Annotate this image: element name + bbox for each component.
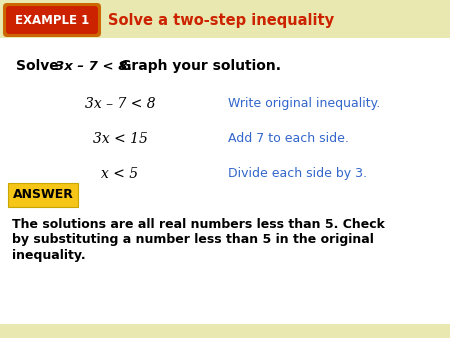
Text: 3x – 7 < 8: 3x – 7 < 8 [85, 97, 155, 111]
Text: by substituting a number less than 5 in the original: by substituting a number less than 5 in … [12, 234, 374, 246]
Text: Add 7 to each side.: Add 7 to each side. [228, 132, 349, 145]
Text: Solve: Solve [16, 59, 59, 73]
Text: 3x < 15: 3x < 15 [93, 132, 148, 146]
Bar [0, 0, 450, 38]
Text: EXAMPLE 1: EXAMPLE 1 [15, 14, 89, 26]
Bar [0, 38, 450, 324]
Text: Solve a two-step inequality: Solve a two-step inequality [108, 13, 334, 27]
Text: Divide each side by 3.: Divide each side by 3. [228, 168, 367, 180]
Text: Graph your solution.: Graph your solution. [120, 59, 281, 73]
Bar [0, 324, 450, 338]
FancyBboxPatch shape [6, 6, 98, 34]
Text: The solutions are all real numbers less than 5. Check: The solutions are all real numbers less … [12, 217, 385, 231]
Text: x < 5: x < 5 [101, 167, 139, 181]
Text: inequality.: inequality. [12, 249, 86, 263]
Text: ANSWER: ANSWER [13, 189, 73, 201]
FancyBboxPatch shape [8, 183, 78, 207]
Text: 3x – 7 < 8.: 3x – 7 < 8. [55, 59, 132, 72]
Text: Write original inequality.: Write original inequality. [228, 97, 380, 111]
FancyBboxPatch shape [3, 3, 101, 37]
